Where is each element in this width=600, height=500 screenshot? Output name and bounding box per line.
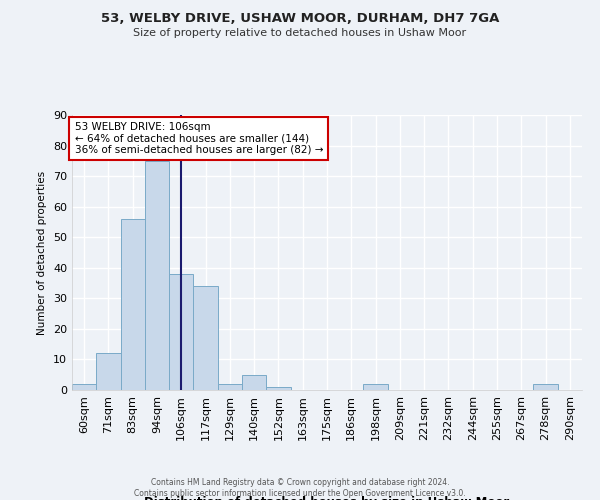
Y-axis label: Number of detached properties: Number of detached properties xyxy=(37,170,47,334)
Bar xyxy=(364,384,388,390)
Bar xyxy=(266,387,290,390)
Bar xyxy=(533,384,558,390)
Bar xyxy=(218,384,242,390)
Text: Size of property relative to detached houses in Ushaw Moor: Size of property relative to detached ho… xyxy=(133,28,467,38)
Bar xyxy=(145,161,169,390)
Text: 53, WELBY DRIVE, USHAW MOOR, DURHAM, DH7 7GA: 53, WELBY DRIVE, USHAW MOOR, DURHAM, DH7… xyxy=(101,12,499,26)
Bar xyxy=(72,384,96,390)
Bar xyxy=(121,219,145,390)
Text: 53 WELBY DRIVE: 106sqm
← 64% of detached houses are smaller (144)
36% of semi-de: 53 WELBY DRIVE: 106sqm ← 64% of detached… xyxy=(74,122,323,155)
Bar xyxy=(193,286,218,390)
Bar xyxy=(242,374,266,390)
Bar xyxy=(169,274,193,390)
Text: Contains HM Land Registry data © Crown copyright and database right 2024.
Contai: Contains HM Land Registry data © Crown c… xyxy=(134,478,466,498)
X-axis label: Distribution of detached houses by size in Ushaw Moor: Distribution of detached houses by size … xyxy=(145,496,509,500)
Bar xyxy=(96,354,121,390)
